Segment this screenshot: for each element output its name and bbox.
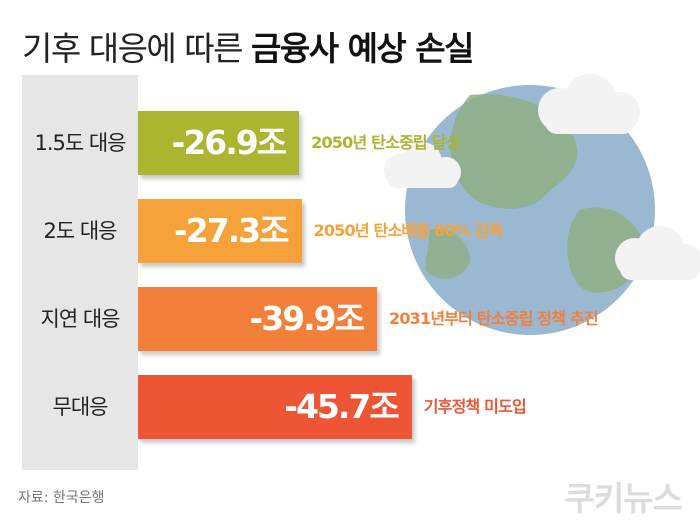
bar-value-label: -39.9조 [249, 299, 365, 338]
bar-value-label: -27.3조 [174, 211, 289, 250]
title-light: 기후 대응에 따른 [22, 29, 251, 68]
source-note: 자료: 한국은행 [18, 490, 105, 506]
chart-title: 기후 대응에 따른 금융사 예상 손실 [22, 22, 475, 70]
bar: -26.9조 [138, 111, 300, 175]
bar: -39.9조 [138, 287, 377, 351]
category-label: 1.5도 대응 [34, 131, 126, 155]
bar: -27.3조 [138, 199, 302, 263]
brand-logo: 쿠키뉴스 [564, 479, 683, 518]
category-label: 무대응 [52, 395, 109, 419]
category-label: 2도 대응 [43, 219, 118, 243]
annotation: 2050년 탄소중립 달성 [311, 133, 460, 152]
title-bold: 금융사 예상 손실 [251, 29, 475, 68]
annotation: 2031년부터 탄소중립 정책 추진 [389, 309, 599, 328]
bar: -45.7조 [138, 375, 412, 439]
category-panel [22, 75, 138, 470]
category-label: 지연 대응 [40, 307, 121, 331]
annotation: 기후정책 미도입 [423, 397, 527, 416]
annotation: 2050년 탄소배출 80% 감축 [313, 221, 504, 240]
bar-value-label: -26.9조 [171, 123, 287, 162]
bar-value-label: -45.7조 [284, 387, 399, 426]
